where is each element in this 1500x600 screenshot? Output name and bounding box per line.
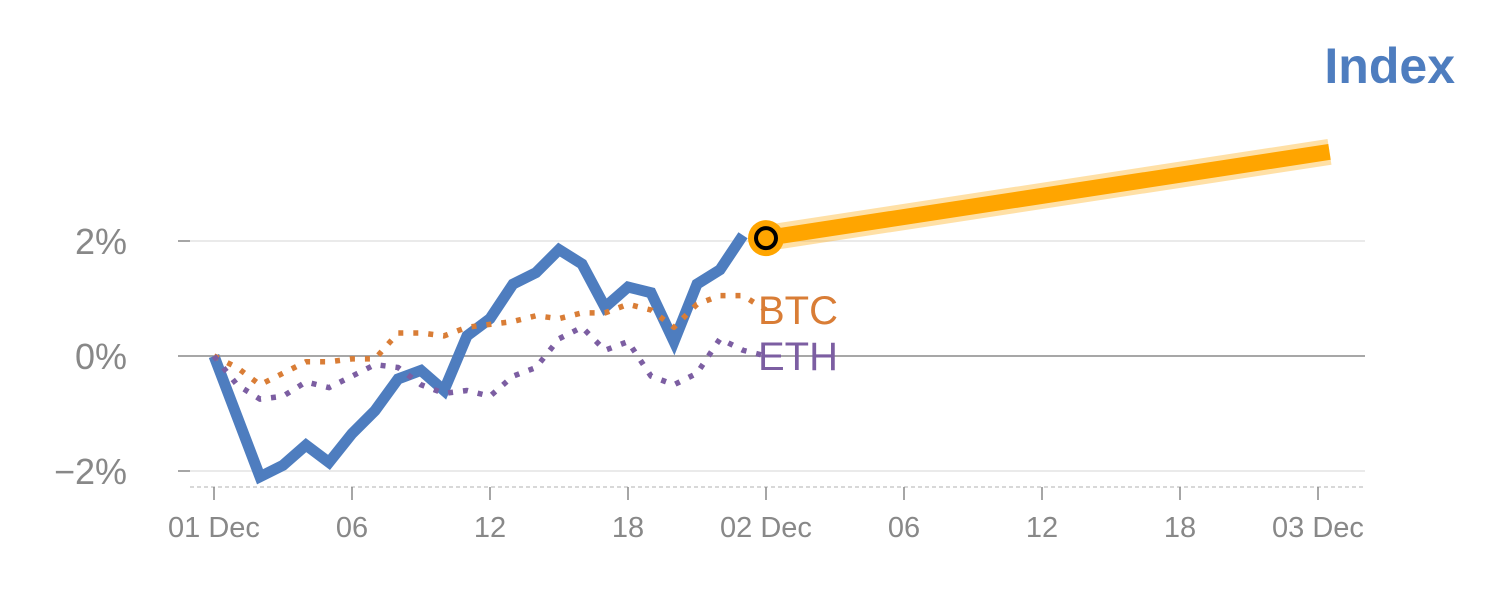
x-tick-label: 03 Dec bbox=[1272, 512, 1364, 544]
x-tick-label: 12 bbox=[474, 512, 506, 544]
x-tick-label: 18 bbox=[1164, 512, 1196, 544]
series-label-eth: ETH bbox=[758, 335, 838, 379]
series-line-eth bbox=[211, 324, 767, 402]
y-tick-label: 2% bbox=[75, 221, 127, 262]
x-tick-label: 06 bbox=[888, 512, 920, 544]
x-tick-label: 06 bbox=[336, 512, 368, 544]
axes bbox=[178, 240, 1365, 500]
marker-outer bbox=[748, 220, 784, 257]
chart-title: Index bbox=[1324, 38, 1455, 94]
series-line-btc bbox=[212, 292, 768, 388]
x-tick-label: 12 bbox=[1026, 512, 1058, 544]
series-lines bbox=[208, 139, 1332, 485]
labels: 2% 0% −2% 01 Dec 06 12 18 02 Dec 06 12 18 03 Dec BTC… bbox=[54, 221, 1364, 544]
x-tick-label: 01 Dec bbox=[168, 512, 260, 544]
series-label-btc: BTC bbox=[758, 289, 838, 333]
series-line-index bbox=[208, 232, 748, 485]
y-tick-label: −2% bbox=[54, 451, 127, 492]
y-tick-label: 0% bbox=[75, 336, 127, 377]
marker-ring bbox=[754, 226, 778, 251]
projection-line bbox=[764, 143, 1331, 247]
x-tick-label: 02 Dec bbox=[720, 512, 812, 544]
x-tick-label: 18 bbox=[612, 512, 644, 544]
